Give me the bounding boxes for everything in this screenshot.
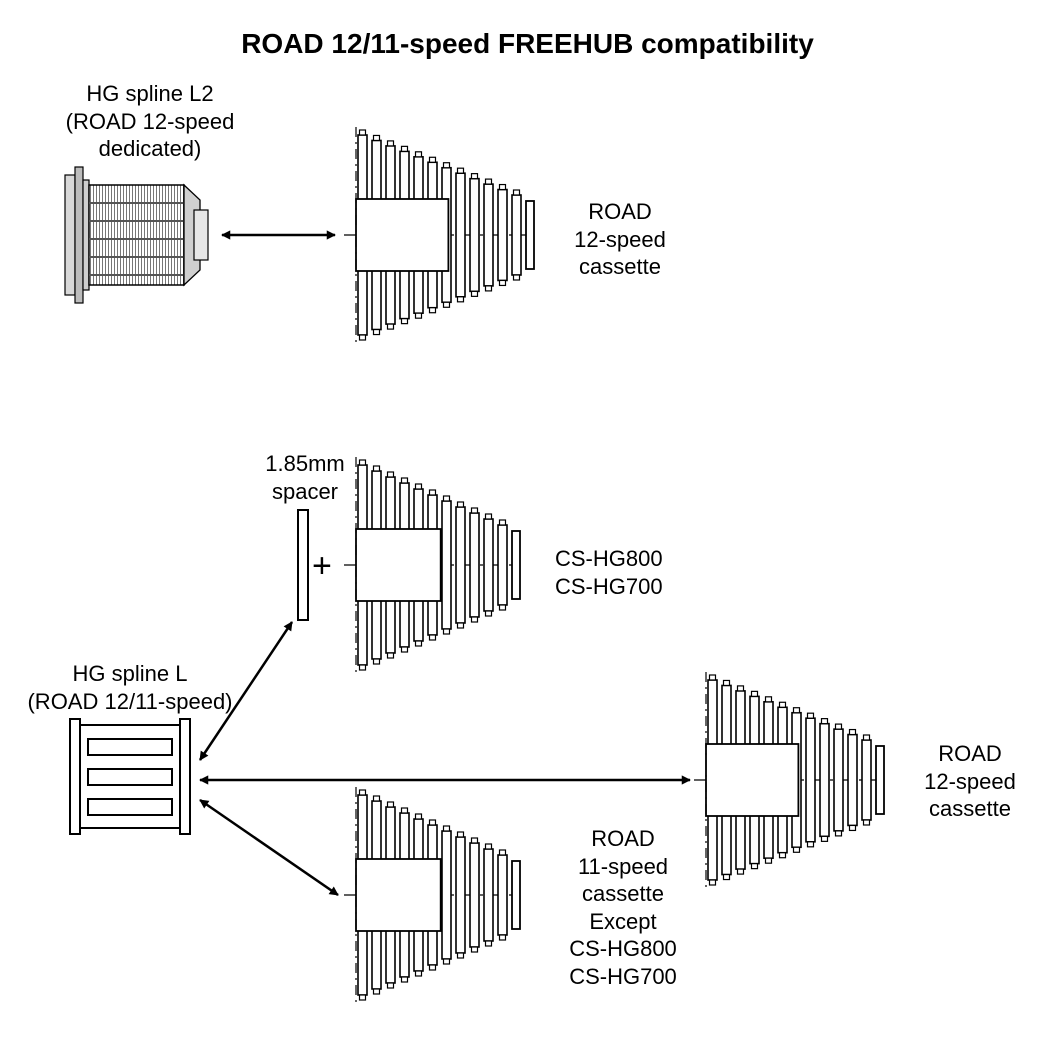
label-hg800: CS-HG800 CS-HG700 [555,545,695,600]
label-hub-l2: HG spline L2 (ROAD 12-speed dedicated) [40,80,260,163]
cassette-12a-icon [344,127,534,343]
freehub-l2-icon [65,167,208,303]
label-cassette-12-right: ROAD 12-speed cassette [900,740,1040,823]
freehub-l-icon [70,719,190,834]
arrow-l-to-11 [200,800,338,895]
label-cassette-12-top: ROAD 12-speed cassette [550,198,690,281]
spacer-icon [298,510,308,620]
diagram-canvas: ROAD 12/11-speed FREEHUB compatibility H… [0,0,1055,1063]
cassette-hg800-icon [344,457,520,673]
label-hub-l: HG spline L (ROAD 12/11-speed) [10,660,250,715]
label-cassette-11: ROAD 11-speed cassette Except CS-HG800 C… [548,825,698,990]
cassette-12b-icon [694,672,884,888]
cassette-11-icon [344,787,520,1003]
label-spacer: 1.85mm spacer [245,450,365,505]
page-title: ROAD 12/11-speed FREEHUB compatibility [0,28,1055,60]
plus-sign-icon: + [312,545,332,588]
